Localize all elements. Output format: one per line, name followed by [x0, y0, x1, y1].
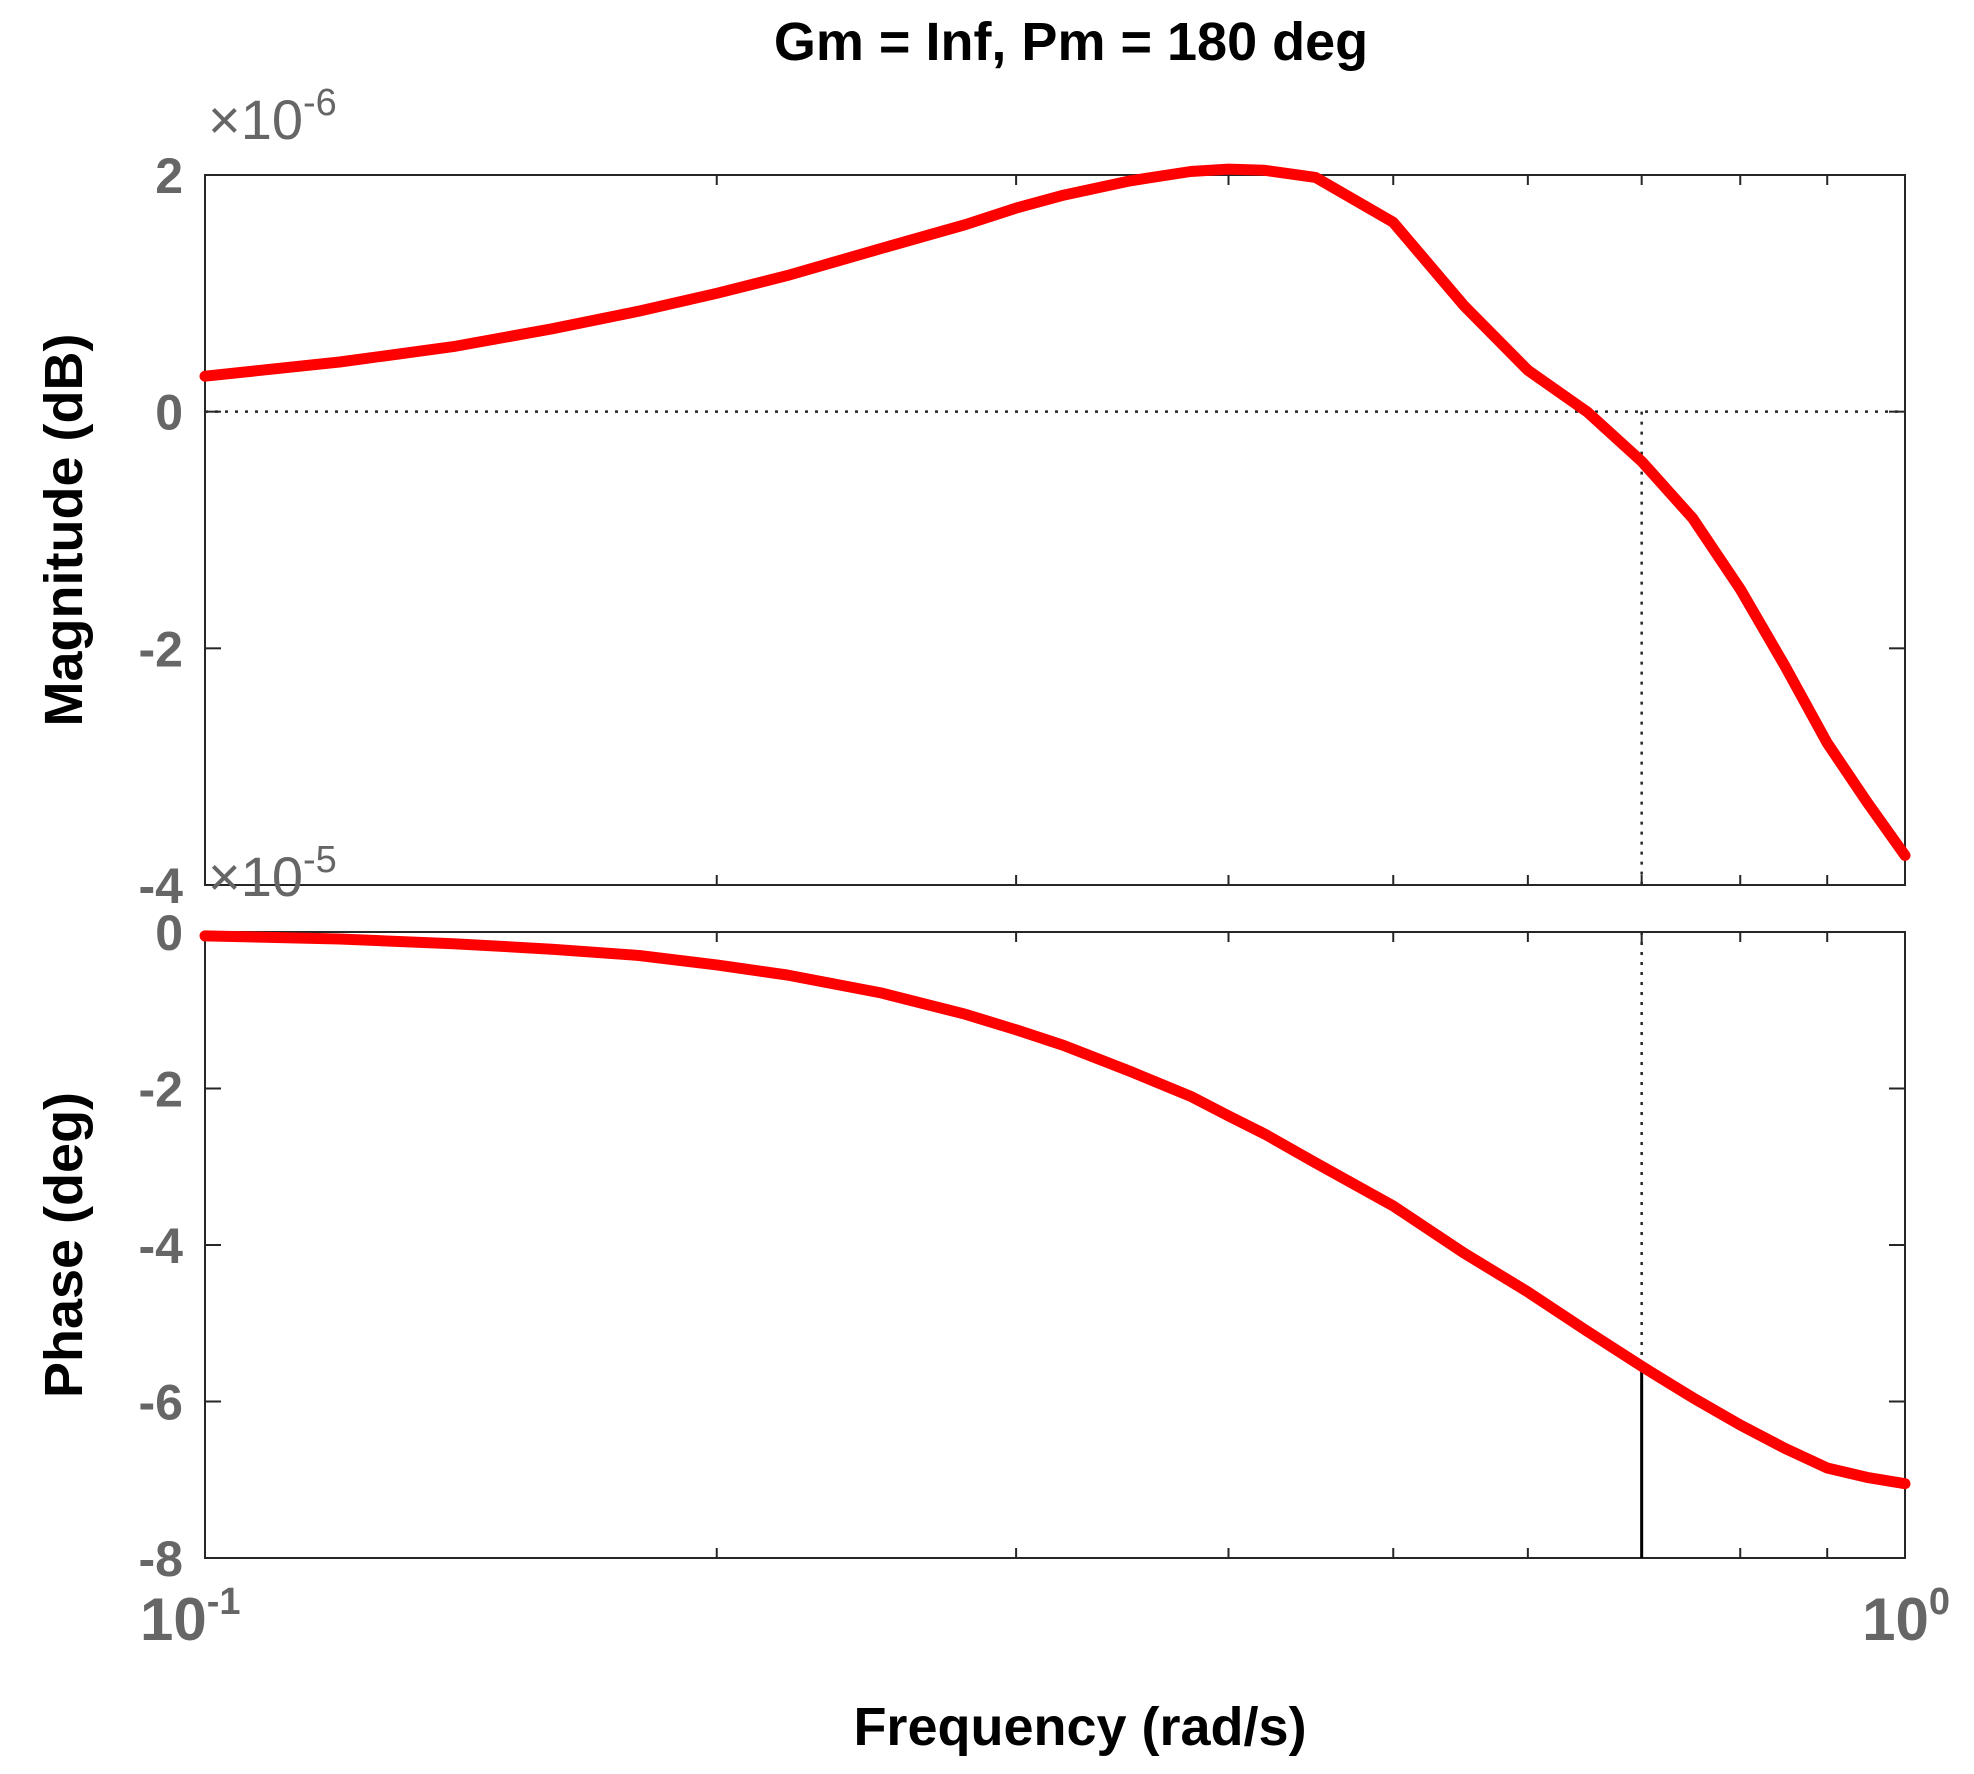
x-tick-label: 100	[1862, 1581, 1950, 1653]
mag-ytick-label: -2	[139, 621, 183, 677]
phase-series-line	[199, 930, 1911, 1490]
magnitude-plot-frame	[204, 174, 1906, 886]
magnitude-axes: 2 0 -2 -4 ×10-6 Magnitude (dB)	[34, 82, 1911, 914]
magnitude-y-multiplier: ×10-6	[208, 82, 337, 151]
x-tick-label: 10-1	[140, 1581, 241, 1653]
mag-ytick-label: 2	[155, 148, 183, 204]
x-tick-exponent: 0	[1929, 1581, 1950, 1623]
x-tick-base: 10	[1862, 1586, 1929, 1653]
chart-title: Gm = Inf, Pm = 180 deg	[774, 12, 1368, 72]
mag-ytick-label: 0	[155, 385, 183, 441]
ph-ytick-label: -4	[139, 1218, 184, 1274]
mag-ytick-label: -4	[139, 858, 184, 914]
magnitude-ticks: 2 0 -2 -4	[139, 148, 1905, 914]
phase-axes: 0 -2 -4 -6 -8 ×10-5 Phase (deg)	[34, 839, 1911, 1587]
magnitude-y-axis-label: Magnitude (dB)	[34, 334, 94, 727]
ph-ytick-label: 0	[155, 905, 183, 961]
phase-plot-frame	[204, 931, 1906, 1559]
x-tick-exponent: -1	[207, 1581, 241, 1623]
ph-ytick-label: -2	[139, 1062, 183, 1118]
phase-ticks: 0 -2 -4 -6 -8	[139, 905, 1905, 1587]
x-tick-base: 10	[140, 1586, 207, 1653]
x-axis-decade-labels: 10-1 100	[140, 1581, 1950, 1653]
phase-y-axis-label: Phase (deg)	[34, 1092, 94, 1398]
ph-ytick-label: -6	[139, 1375, 183, 1431]
phase-y-multiplier: ×10-5	[208, 839, 337, 908]
x-axis-label: Frequency (rad/s)	[853, 1697, 1306, 1757]
ph-ytick-label: -8	[139, 1531, 183, 1587]
magnitude-series-line	[199, 163, 1911, 861]
